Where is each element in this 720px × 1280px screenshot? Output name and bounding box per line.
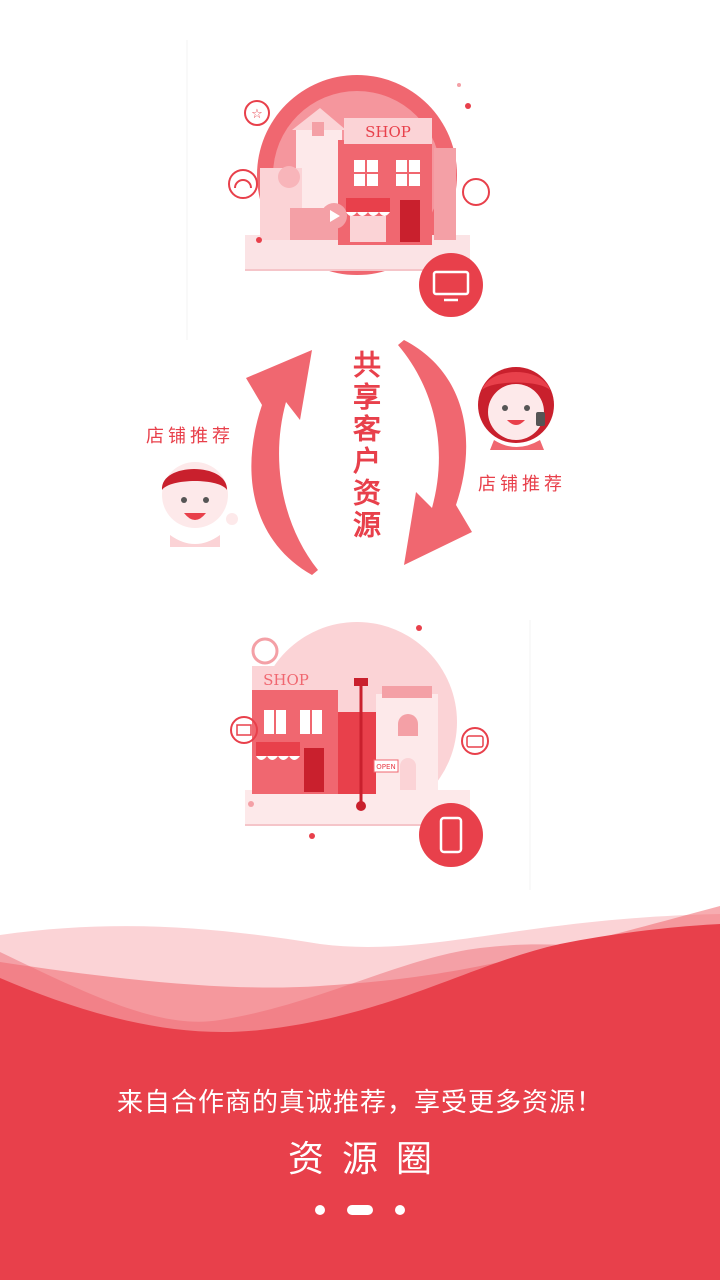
page-dot-3[interactable]: [395, 1205, 405, 1215]
page-dot-2-active[interactable]: [347, 1205, 373, 1215]
camera-icon: [461, 727, 489, 755]
bottom-store-illustration: SHOP OPEN: [230, 622, 489, 867]
center-title: 共享客户资源: [349, 350, 382, 542]
monitor-icon: [419, 253, 483, 317]
svg-text:☆: ☆: [251, 107, 263, 122]
right-recommend-label: 店铺推荐: [478, 474, 566, 495]
lollipop-icon: [462, 178, 490, 206]
piggy-bank-icon: [278, 166, 300, 188]
left-recommend-label: 店铺推荐: [146, 426, 234, 447]
page-indicator: [0, 1204, 720, 1216]
user-location-icon: [251, 637, 279, 665]
star-icon: [244, 100, 270, 126]
wave-background: [0, 906, 720, 1280]
smartphone-icon: [419, 803, 483, 867]
page-dot-1[interactable]: [315, 1205, 325, 1215]
app-name: 资源圈: [287, 1139, 450, 1180]
headphones-icon: [228, 169, 258, 199]
tagline: 来自合作商的真诚推荐，享受更多资源！: [116, 1088, 603, 1118]
tv-icon: [230, 716, 258, 744]
boy-avatar: [161, 462, 238, 547]
top-store-illustration: SHOP ☆: [228, 75, 490, 317]
open-sign: OPEN: [376, 763, 395, 771]
cycle-arrows: [246, 340, 472, 575]
bottom-shop-sign: SHOP: [263, 671, 309, 689]
onboarding-illustration: SHOP ☆: [161, 40, 554, 890]
girl-avatar: [478, 367, 554, 450]
top-shop-sign: SHOP: [365, 123, 411, 141]
